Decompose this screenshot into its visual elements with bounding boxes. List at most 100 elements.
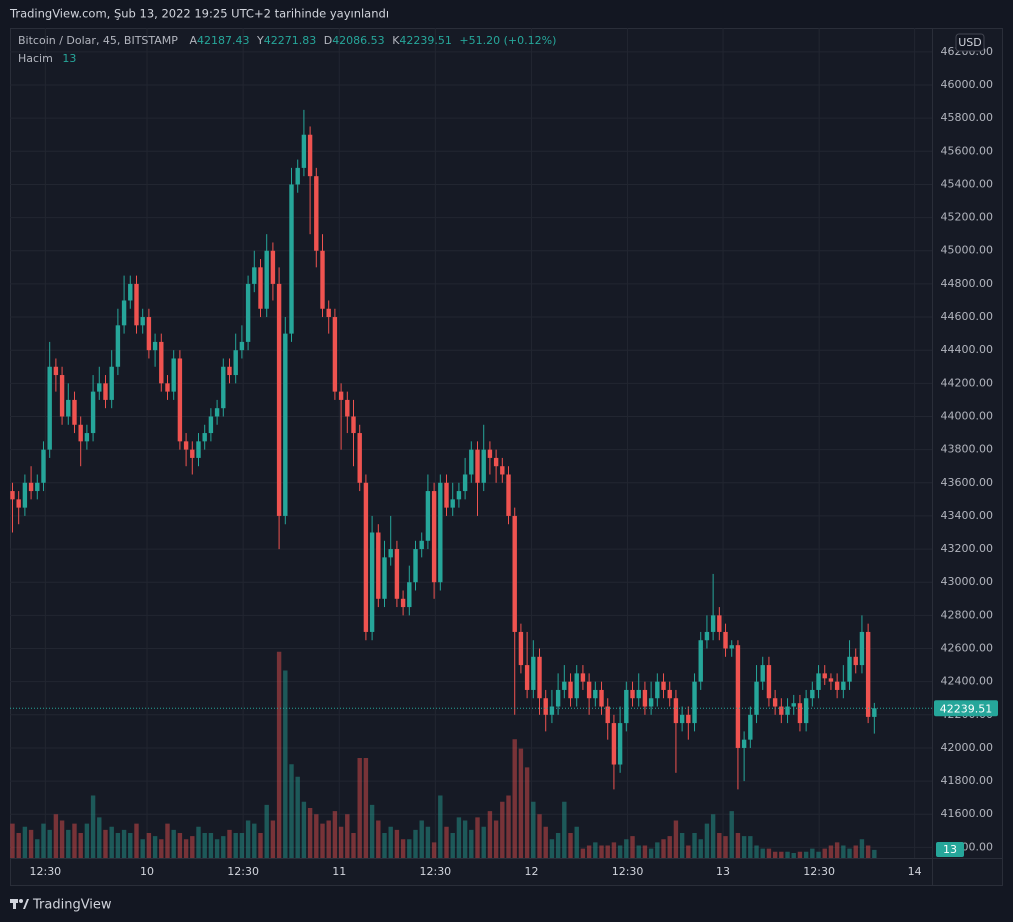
- volume-bar: [679, 833, 685, 858]
- volume-bar: [289, 764, 294, 858]
- volume-bar: [394, 829, 400, 858]
- volume-bar: [10, 823, 15, 858]
- candle-body: [66, 399, 71, 417]
- candle-body: [22, 482, 28, 508]
- y-tick-label: 43600.00: [941, 476, 994, 489]
- ohlc-value: 42239.51: [399, 34, 452, 47]
- candle-body: [407, 582, 412, 608]
- candle-body: [264, 250, 269, 309]
- candle-body: [227, 366, 232, 376]
- volume-bar: [847, 848, 852, 858]
- candle-body: [214, 408, 220, 417]
- volume-bar: [555, 833, 561, 858]
- candle-body: [735, 645, 741, 748]
- candle-body: [121, 300, 127, 326]
- volume-bar: [388, 826, 393, 858]
- candle-body: [506, 474, 511, 516]
- volume-bar: [580, 848, 586, 858]
- volume-bar: [202, 833, 207, 858]
- volume-bar: [717, 833, 722, 858]
- candle-body: [661, 681, 666, 690]
- volume-bar: [425, 826, 431, 858]
- volume-bar: [748, 836, 753, 858]
- volume-bar: [165, 823, 170, 858]
- candle-body: [301, 134, 307, 168]
- candle-body: [797, 703, 803, 724]
- candle-body: [748, 714, 753, 740]
- candle-body: [152, 341, 158, 351]
- ohlc-label: Y: [256, 34, 264, 47]
- volume-bar: [754, 845, 759, 858]
- candle-body: [221, 366, 226, 409]
- candle-body: [146, 317, 152, 351]
- candle-body: [717, 615, 722, 632]
- volume-bar: [363, 758, 369, 858]
- volume-bar: [667, 836, 672, 858]
- volume-bar: [524, 767, 530, 858]
- candle-body: [475, 449, 480, 483]
- candle-body: [345, 399, 350, 417]
- volume-bar: [475, 817, 480, 858]
- volume-bar: [152, 836, 158, 858]
- y-tick-label: 44400.00: [941, 343, 994, 356]
- volume-bar: [227, 829, 232, 858]
- x-tick-label: 12:30: [612, 865, 644, 878]
- candle-body: [35, 482, 40, 492]
- volume-bar: [258, 833, 263, 858]
- candle-body: [673, 698, 679, 724]
- volume-bar: [47, 829, 52, 858]
- volume-bar: [518, 748, 524, 858]
- x-tick-label: 11: [332, 865, 346, 878]
- volume-bar: [816, 851, 821, 858]
- candle-body: [686, 714, 691, 724]
- volume-bar: [171, 829, 176, 858]
- candle-body: [834, 681, 840, 690]
- volume-bar: [146, 833, 152, 858]
- candle-body: [47, 366, 52, 450]
- candle-body: [624, 689, 629, 724]
- volume-bar: [593, 842, 598, 858]
- candle-body: [276, 283, 282, 516]
- candle-body: [772, 698, 778, 707]
- volume-bar: [109, 826, 114, 858]
- candle-body: [338, 391, 344, 400]
- candle-body: [419, 540, 424, 550]
- volume-bar: [834, 842, 840, 858]
- volume-bar: [276, 651, 282, 858]
- y-tick-label: 44800.00: [941, 277, 994, 290]
- candle-body: [562, 681, 567, 690]
- volume-bar: [214, 839, 220, 858]
- volume-bar: [431, 842, 437, 858]
- volume-bar: [66, 829, 71, 858]
- volume-bar: [320, 823, 325, 858]
- candle-body: [704, 631, 710, 641]
- volume-bar: [655, 842, 660, 858]
- y-tick-label: 45800.00: [941, 111, 994, 124]
- volume-bar: [326, 820, 331, 858]
- last-price-box: [934, 700, 998, 717]
- volume-bar: [810, 848, 815, 858]
- candle-body: [760, 665, 765, 682]
- candle-body: [59, 375, 65, 417]
- volume-bar: [97, 817, 102, 858]
- volume-bar: [35, 839, 40, 858]
- volume-bar: [121, 829, 127, 858]
- volume-bar: [562, 801, 567, 858]
- candle-body: [679, 714, 685, 724]
- candle-body: [444, 482, 449, 508]
- volume-bar: [704, 823, 710, 858]
- candle-body: [754, 681, 759, 715]
- candle-body: [16, 499, 21, 508]
- volume-bar: [28, 829, 34, 858]
- candle-body: [816, 673, 821, 690]
- ohlc-value: 42086.53: [332, 34, 385, 47]
- volume-bar: [407, 839, 412, 858]
- candle-body: [183, 441, 189, 450]
- y-tick-label: 42000.00: [941, 741, 994, 754]
- candle-body: [245, 283, 251, 342]
- volume-bar: [351, 833, 356, 858]
- x-tick-label: 12: [524, 865, 538, 878]
- volume-bar: [710, 814, 716, 858]
- published-note: TradingView.com, Şub 13, 2022 19:25 UTC+…: [9, 7, 389, 21]
- candle-body: [369, 532, 375, 632]
